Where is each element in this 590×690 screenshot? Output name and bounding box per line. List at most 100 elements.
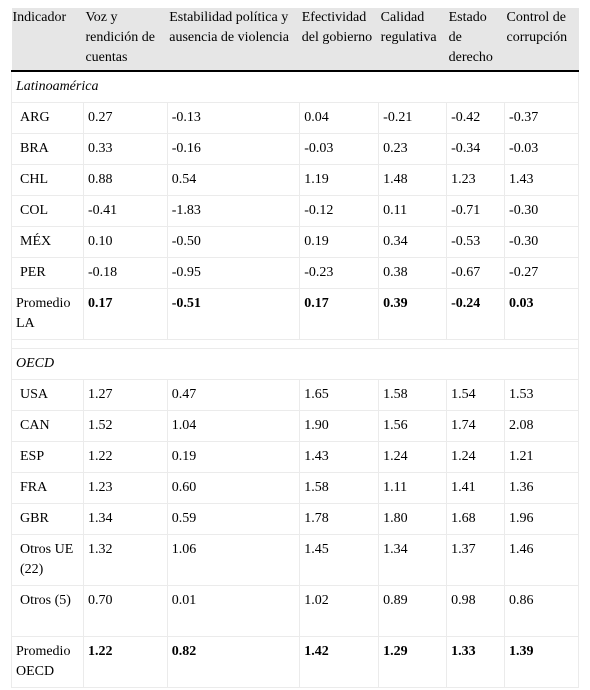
row-label: PER: [11, 257, 84, 289]
table-cell-value: 1.34: [83, 503, 168, 535]
table-cell-value: 1.46: [504, 534, 579, 586]
table-cell-value: -0.50: [167, 226, 301, 258]
table-cell-value: 1.78: [299, 503, 380, 535]
table-body: Latinoamérica ARG 0.27 -0.13 0.04 -0.21 -0.42-…: [11, 71, 579, 688]
header-row: Indicador Voz y rendición de cuentas Est…: [11, 8, 579, 72]
table-cell-value: 1.96: [504, 503, 579, 535]
table-row: ARG 0.27 -0.13 0.04 -0.21 -0.42 -0.37: [11, 102, 579, 134]
table-row: USA 1.27 0.47 1.65 1.58 1.54 1.53: [11, 379, 579, 411]
average-value: 1.29: [378, 636, 448, 688]
table-row: MÉX 0.10 -0.50 0.19 0.34 -0.53 -0.30: [11, 226, 579, 258]
table-cell-value: 0.59: [167, 503, 301, 535]
table-row: Otros UE (22) 1.32 1.06 1.45 1.34 1.37 1.46: [11, 534, 579, 586]
table-row: GBR 1.34 0.59 1.78 1.80 1.68 1.96: [11, 503, 579, 535]
table-cell-value: -0.12: [299, 195, 380, 227]
row-label: Otros (5): [11, 585, 84, 637]
table-cell-value: 1.06: [167, 534, 301, 586]
row-label: COL: [11, 195, 84, 227]
table-cell-value: 1.34: [378, 534, 448, 586]
table-cell-value: 1.52: [83, 410, 168, 442]
table-row: PER -0.18 -0.95 -0.23 0.38 -0.67 -0.27: [11, 257, 579, 289]
table-cell-value: -0.41: [83, 195, 168, 227]
table-cell-value: 1.22: [83, 441, 168, 473]
table-cell-value: 0.10: [83, 226, 168, 258]
average-value: 1.22: [83, 636, 168, 688]
table-cell-value: -0.37: [504, 102, 579, 134]
table-cell-value: 1.27: [83, 379, 168, 411]
row-label: CAN: [11, 410, 84, 442]
table-cell-value: 0.33: [83, 133, 168, 165]
spacer-cell: [11, 339, 579, 349]
table-cell-value: 0.23: [378, 133, 448, 165]
table-cell-value: 0.86: [504, 585, 579, 637]
table-cell-value: 1.58: [378, 379, 448, 411]
table-cell-value: 1.11: [378, 472, 448, 504]
average-value: 0.39: [378, 288, 448, 340]
table-cell-value: 1.19: [299, 164, 380, 196]
table-cell-value: -0.27: [504, 257, 579, 289]
average-row: Promedio OECD 1.22 0.82 1.42 1.29 1.33 1.39: [11, 636, 579, 688]
table-cell-value: 1.43: [504, 164, 579, 196]
table-cell-value: 1.56: [378, 410, 448, 442]
table-cell-value: -0.13: [167, 102, 301, 134]
row-label: CHL: [11, 164, 84, 196]
table-cell-value: 1.80: [378, 503, 448, 535]
table-cell-value: 1.43: [299, 441, 380, 473]
average-label: Promedio OECD: [11, 636, 84, 688]
average-value: 0.17: [299, 288, 380, 340]
average-value: 0.03: [504, 288, 579, 340]
table-cell-value: 1.04: [167, 410, 301, 442]
table-cell-value: 1.37: [446, 534, 506, 586]
table-cell-value: 1.36: [504, 472, 579, 504]
governance-indicators-table: Indicador Voz y rendición de cuentas Est…: [11, 8, 579, 688]
table-cell-value: 2.08: [504, 410, 579, 442]
table-cell-value: 1.02: [299, 585, 380, 637]
table-cell-value: 1.58: [299, 472, 380, 504]
table-cell-value: 1.45: [299, 534, 380, 586]
table-cell-value: 0.11: [378, 195, 448, 227]
table-cell-value: 1.65: [299, 379, 380, 411]
table-cell-value: -0.16: [167, 133, 301, 165]
section-header-row: Latinoamérica: [11, 71, 579, 103]
table-cell-value: -0.03: [504, 133, 579, 165]
average-value: -0.24: [446, 288, 506, 340]
row-label: Otros UE (22): [11, 534, 84, 586]
table-cell-value: -0.67: [446, 257, 506, 289]
table-cell-value: -0.71: [446, 195, 506, 227]
table-cell-value: 1.74: [446, 410, 506, 442]
table-cell-value: 1.24: [378, 441, 448, 473]
table-cell-value: 0.04: [299, 102, 380, 134]
table-cell-value: 0.89: [378, 585, 448, 637]
table-cell-value: 1.68: [446, 503, 506, 535]
table-cell-value: 0.19: [167, 441, 301, 473]
average-value: 0.17: [83, 288, 168, 340]
table-cell-value: 0.70: [83, 585, 168, 637]
table-cell-value: 1.32: [83, 534, 168, 586]
table-cell-value: 1.53: [504, 379, 579, 411]
table-cell-value: -0.42: [446, 102, 506, 134]
table-cell-value: 0.38: [378, 257, 448, 289]
table-row: BRA 0.33 -0.16 -0.03 0.23 -0.34 -0.03: [11, 133, 579, 165]
section-header-row: OECD: [11, 348, 579, 380]
average-value: 1.33: [446, 636, 506, 688]
table-cell-value: -0.30: [504, 195, 579, 227]
row-label: GBR: [11, 503, 84, 535]
table-cell-value: 1.90: [299, 410, 380, 442]
table-cell-value: -0.03: [299, 133, 380, 165]
table-cell-value: 0.01: [167, 585, 301, 637]
table-cell-value: 1.24: [446, 441, 506, 473]
average-row: Promedio LA 0.17 -0.51 0.17 0.39 -0.24 0.03: [11, 288, 579, 340]
table-cell-value: 1.21: [504, 441, 579, 473]
table-cell-value: 1.41: [446, 472, 506, 504]
header-efectividad-gobierno: Efectividad del gobierno: [299, 8, 379, 72]
average-value: -0.51: [167, 288, 301, 340]
table-cell-value: -0.30: [504, 226, 579, 258]
row-label: FRA: [11, 472, 84, 504]
table-cell-value: -0.21: [378, 102, 448, 134]
row-label: ARG: [11, 102, 84, 134]
table-cell-value: -0.23: [299, 257, 380, 289]
row-label: USA: [11, 379, 84, 411]
row-label: ESP: [11, 441, 84, 473]
table-cell-value: 0.60: [167, 472, 301, 504]
table-row: CHL 0.88 0.54 1.19 1.48 1.23 1.43: [11, 164, 579, 196]
